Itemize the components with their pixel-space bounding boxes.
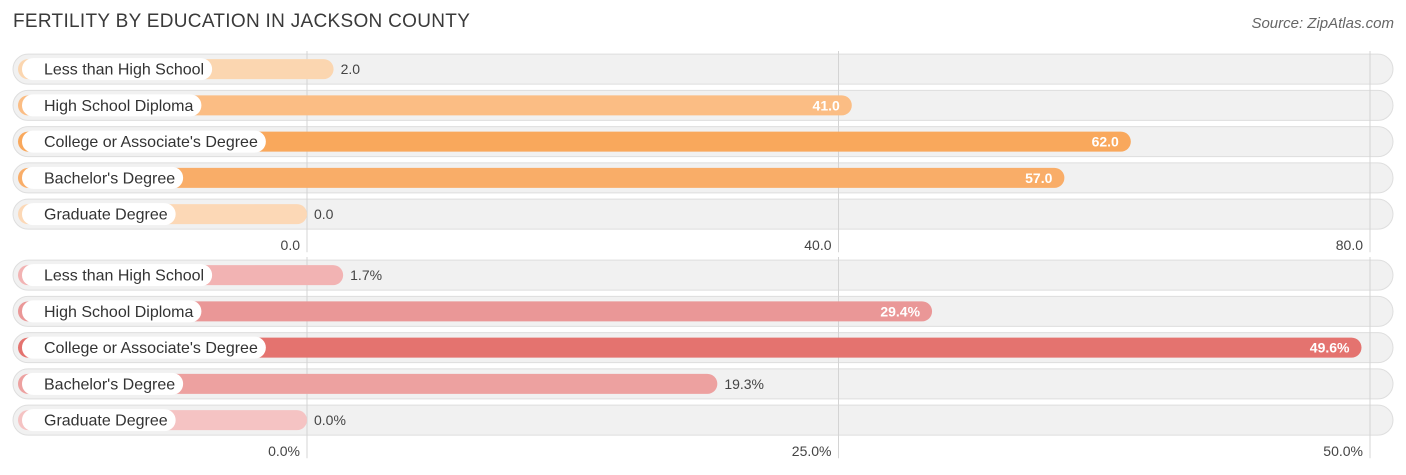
value-label: 49.6% [1310,340,1350,356]
chart-panel-2: Less than High School 1.7% High School Dip… [12,257,1394,459]
category-label: Bachelor's Degree [44,170,175,187]
value-label: 2.0 [341,61,361,77]
category-pill [22,264,213,287]
category-label: College or Associate's Degree [44,340,258,357]
category-pill [22,203,176,226]
value-label: 1.7% [350,267,382,283]
category-label: College or Associate's Degree [44,134,258,151]
category-pill [22,372,184,395]
value-label: 57.0 [1025,170,1052,186]
value-label: 19.3% [724,376,764,392]
category-pill [22,58,213,81]
category-pill [22,336,266,359]
category-pill [22,300,202,323]
value-label: 29.4% [880,303,920,319]
tick-label: 0.0% [268,443,300,459]
category-pill [22,409,176,432]
category-label: Graduate Degree [44,207,168,224]
category-label: High School Diploma [44,98,194,115]
value-label: 0.0 [314,206,334,222]
value-label: 41.0 [813,97,840,113]
category-pill [22,166,184,189]
value-label: 0.0% [314,412,346,428]
tick-label: 50.0% [1323,443,1363,459]
chart-panel-1: Less than High School 2.0 High School Dipl… [12,51,1394,253]
chart-title: FERTILITY BY EDUCATION IN JACKSON COUNTY [13,11,471,32]
bar [18,167,1065,188]
category-label: High School Diploma [44,304,194,321]
row-background [12,53,1394,85]
bar [18,95,852,116]
category-label: Less than High School [44,268,204,285]
category-label: Bachelor's Degree [44,376,175,393]
bar [18,131,1131,152]
tick-label: 0.0 [281,237,301,253]
row-background [12,404,1394,436]
bar [18,337,1362,358]
bar [18,301,933,322]
row-background [12,259,1394,291]
bar [18,373,718,394]
tick-label: 40.0 [804,237,831,253]
tick-label: 25.0% [792,443,832,459]
row-background [12,198,1394,230]
source-label: Source: ZipAtlas.com [1251,15,1394,32]
value-label: 62.0 [1092,134,1119,150]
category-pill [22,130,266,153]
category-pill [22,94,202,117]
category-label: Graduate Degree [44,413,168,430]
tick-label: 80.0 [1336,237,1363,253]
category-label: Less than High School [44,62,204,79]
